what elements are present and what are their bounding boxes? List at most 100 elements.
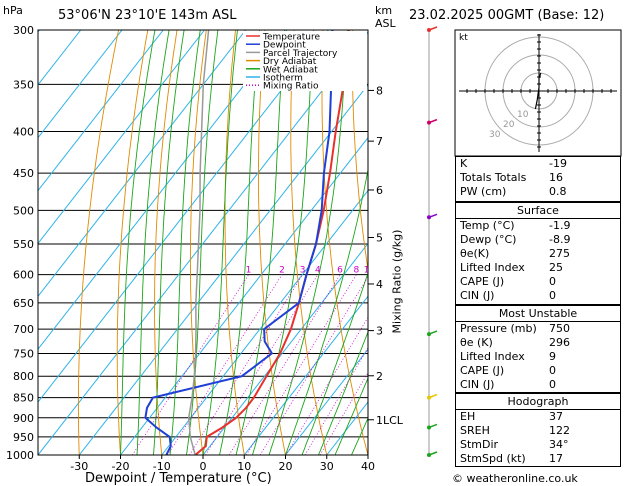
legend-entry: Temperature <box>262 33 320 43</box>
wet-adiabat-line <box>120 30 156 455</box>
x-tick-label: 10 <box>237 460 251 473</box>
x-tick-label: 0 <box>200 460 207 473</box>
most-unstable-title: Most Unstable <box>456 306 620 322</box>
isotherm-line <box>161 189 368 455</box>
series-parcel-trajectory-line <box>187 30 210 455</box>
indices-table: K -19 Totals Totals 16 PW (cm) 0.8 <box>455 156 621 202</box>
dry-adiabat-line <box>321 30 368 455</box>
series-dewpoint-line <box>144 30 334 455</box>
isotherm-line <box>38 30 288 351</box>
isotherm-line <box>243 295 368 455</box>
credit-text[interactable]: © weatheronline.co.uk <box>452 472 578 485</box>
wind-barb <box>428 393 438 399</box>
legend-box <box>243 31 367 91</box>
pressure-tick-label: 850 <box>13 392 34 405</box>
wet-adiabat-line <box>268 30 348 455</box>
legend-entry: Mixing Ratio <box>263 82 319 92</box>
index-row-pw: PW (cm) 0.8 <box>460 185 567 198</box>
mixing-ratio-tick-label: 3 <box>300 266 306 276</box>
legend-entry: Wet Adiabat <box>263 65 318 75</box>
pressure-tick-label: 1000 <box>6 449 34 462</box>
mixing-ratio-tick-label: 2 <box>279 266 285 276</box>
km-label: km <box>375 4 393 17</box>
wet-adiabat-line <box>186 30 219 455</box>
wet-adiabat-line <box>153 30 185 455</box>
hodograph-ring-label: 30 <box>489 130 501 140</box>
hodograph-ring-label: 10 <box>517 110 529 120</box>
isotherm-line <box>38 31 368 455</box>
dry-adiabat-line <box>290 30 328 455</box>
hodograph-table: Hodograph EH 37 SREH 122 StmDir 34° StmSpd … <box>455 393 621 467</box>
mixing-ratio-tick-label: 4 <box>315 266 321 276</box>
mixing-ratio-line <box>167 274 283 455</box>
date-title: 23.02.2025 00GMT (Base: 12) <box>409 8 605 23</box>
isotherm-line <box>78 83 368 455</box>
km-tick-label: 2 <box>376 370 383 383</box>
dry-adiabat-line <box>351 30 368 274</box>
wind-barb <box>428 451 438 456</box>
index-row-k: K -19 <box>460 157 567 170</box>
mixing-ratio-tick-label: 1 <box>246 266 252 276</box>
isotherm-line <box>285 348 368 455</box>
wet-adiabat-line <box>169 30 201 455</box>
mixing-ratio-tick-label: 6 <box>337 266 343 276</box>
legend-entry: Parcel Trajectory <box>263 49 338 59</box>
wet-adiabat-line <box>318 330 368 455</box>
km-tick-label: 3 <box>376 325 383 338</box>
x-tick-label: 40 <box>361 460 375 473</box>
dry-adiabat-line <box>77 30 120 455</box>
wet-adiabat-line <box>252 30 315 455</box>
wet-adiabat-line <box>334 376 368 455</box>
km-tick-label: 6 <box>376 184 383 197</box>
mixing-ratio-line <box>131 274 249 455</box>
hodograph-table-title: Hodograph <box>456 394 620 410</box>
index-row-totals: Totals Totals 16 <box>460 171 563 184</box>
x-tick-label: -10 <box>153 460 171 473</box>
isotherm-line <box>38 30 205 245</box>
isotherm-line <box>38 30 123 139</box>
pressure-tick-label: 550 <box>13 238 34 251</box>
pressure-tick-label: 450 <box>13 167 34 180</box>
wet-adiabat-line <box>202 30 238 455</box>
wet-adiabat-line <box>235 30 286 455</box>
wet-adiabat-line <box>219 30 260 455</box>
legend-entry: Isotherm <box>263 74 303 84</box>
dry-adiabat-line <box>224 30 245 455</box>
wet-adiabat-line <box>301 271 368 455</box>
dry-adiabat-line <box>116 30 149 455</box>
x-tick-label: -30 <box>70 460 88 473</box>
x-axis-label: Dewpoint / Temperature (°C) <box>85 471 272 486</box>
mixing-ratio-tick-label: 8 <box>353 266 359 276</box>
pressure-tick-label: 750 <box>13 347 34 360</box>
wet-adiabat-line <box>285 167 368 455</box>
pressure-tick-label: 350 <box>13 78 34 91</box>
pressure-tick-label: 400 <box>13 126 34 139</box>
pressure-tick-label: 300 <box>13 24 34 37</box>
isotherm-line <box>38 30 164 192</box>
hodograph-unit-label: kt <box>459 33 468 43</box>
most-unstable-table: Most Unstable Pressure (mb) 750 θe (K) 296… <box>455 305 621 393</box>
x-tick-label: 20 <box>279 460 293 473</box>
isotherm-line <box>202 242 368 455</box>
x-tick-label: -20 <box>112 460 130 473</box>
hpa-label: hPa <box>3 4 23 17</box>
legend-entry: Dewpoint <box>263 41 306 51</box>
mixing-ratio-line <box>228 274 341 455</box>
mixing-ratio-line <box>189 274 303 455</box>
isotherm-line <box>38 30 247 298</box>
pressure-tick-label: 700 <box>13 323 34 336</box>
asl-label: ASL <box>375 17 396 30</box>
km-tick-label: 5 <box>376 231 383 244</box>
location-title: 53°06'N 23°10'E 143m ASL <box>58 8 237 23</box>
surface-title: Surface <box>456 203 620 219</box>
wind-barb <box>428 118 438 124</box>
pressure-tick-label: 500 <box>13 204 34 217</box>
mixing-ratio-axis-label: Mixing Ratio (g/kg) <box>390 229 404 334</box>
wind-barb <box>428 213 438 219</box>
hodograph-trace <box>534 72 542 110</box>
wind-barb <box>428 330 438 335</box>
surface-table: Surface Temp (°C) -1.9 Dewp (°C) -8.9 θe(K… <box>455 202 621 305</box>
mixing-ratio-tick-label: 20 <box>406 266 418 276</box>
series-temperature-line <box>194 30 350 455</box>
